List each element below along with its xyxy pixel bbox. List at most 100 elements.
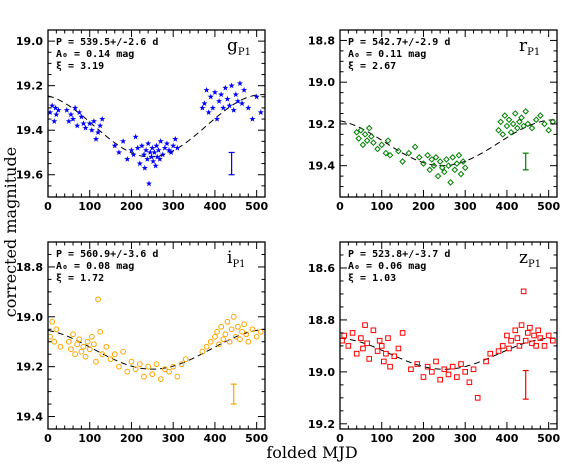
data-point — [509, 120, 517, 128]
data-point — [461, 164, 469, 172]
data-point — [228, 82, 235, 89]
data-point — [549, 118, 557, 126]
data-point — [80, 343, 87, 350]
data-point — [441, 366, 448, 373]
data-point — [78, 348, 85, 355]
x-tick-label: 400 — [495, 432, 518, 445]
data-point — [459, 158, 467, 165]
data-point — [230, 313, 237, 320]
data-point — [140, 151, 148, 158]
data-point — [152, 162, 159, 169]
band-label: rP1 — [519, 36, 540, 58]
data-point — [74, 341, 81, 348]
data-point — [116, 363, 122, 370]
data-point — [405, 149, 413, 157]
data-point — [462, 369, 468, 375]
data-point — [170, 363, 177, 370]
info-line: ξ = 1.72 — [56, 273, 104, 284]
data-point — [199, 348, 206, 355]
x-tick-label: 100 — [78, 200, 101, 213]
data-point — [528, 124, 536, 132]
data-point — [178, 361, 185, 368]
x-tick-label: 200 — [120, 432, 143, 445]
data-point — [378, 343, 385, 349]
data-point — [166, 368, 172, 375]
data-point — [161, 366, 168, 373]
data-point — [399, 158, 406, 165]
data-point — [249, 326, 256, 333]
y-tick-label: 18.8 — [308, 314, 335, 327]
data-point — [211, 89, 218, 95]
data-point — [207, 93, 214, 100]
data-point — [163, 140, 170, 147]
data-point — [507, 128, 515, 136]
data-point — [49, 318, 56, 325]
x-tick-label: 100 — [78, 432, 101, 445]
data-point — [408, 366, 414, 373]
data-point — [424, 363, 431, 370]
data-point — [153, 361, 160, 368]
data-point — [359, 141, 367, 149]
data-point — [148, 153, 155, 160]
data-layer — [340, 108, 557, 186]
data-point — [149, 371, 156, 378]
info-line: P = 523.8+/-3.7 d — [348, 249, 450, 260]
data-point — [51, 118, 58, 124]
data-point — [241, 321, 248, 328]
data-point — [201, 100, 208, 107]
info-line: P = 539.5+/-2.6 d — [56, 37, 158, 48]
data-point — [57, 343, 64, 350]
x-tick-label: 200 — [412, 432, 435, 445]
data-point — [174, 144, 181, 151]
error-bar — [228, 151, 235, 176]
data-point — [161, 144, 168, 151]
data-point — [232, 333, 239, 340]
data-point — [524, 330, 531, 336]
info-line: ξ = 1.03 — [348, 273, 396, 284]
data-point — [520, 122, 527, 130]
data-point — [115, 149, 122, 156]
data-point — [527, 324, 533, 331]
data-point — [504, 332, 510, 339]
data-point — [518, 114, 525, 121]
data-point — [386, 151, 394, 159]
data-point — [93, 358, 99, 365]
data-point — [80, 120, 87, 127]
data-point — [120, 348, 127, 355]
data-point — [82, 353, 89, 360]
y-tick-label: 18.6 — [308, 262, 335, 275]
data-point — [82, 124, 89, 131]
data-point — [228, 326, 235, 333]
data-point — [203, 343, 210, 350]
x-tick-label: 200 — [412, 200, 435, 213]
model-curve — [48, 94, 265, 158]
data-point — [453, 160, 461, 167]
data-point — [132, 366, 139, 373]
data-point — [134, 144, 141, 151]
data-point — [370, 139, 377, 147]
data-point — [550, 337, 556, 344]
info-line: P = 542.7+/-2.9 d — [348, 37, 450, 48]
data-point — [437, 376, 443, 383]
data-point — [349, 330, 356, 336]
data-point — [466, 379, 473, 386]
data-point — [132, 133, 139, 140]
x-tick-label: 400 — [203, 432, 226, 445]
data-point — [88, 333, 95, 340]
band-label-subscript: P1 — [232, 259, 245, 270]
data-point — [144, 155, 151, 162]
data-point — [124, 368, 131, 375]
x-tick-label: 100 — [370, 432, 393, 445]
data-point — [428, 156, 436, 163]
data-point — [86, 346, 93, 353]
data-point — [52, 104, 59, 111]
data-point — [360, 345, 366, 352]
data-point — [497, 118, 504, 126]
data-point — [174, 373, 181, 380]
y-tick-label: 19.0 — [308, 76, 335, 89]
data-point — [236, 80, 243, 87]
data-point — [391, 353, 398, 360]
data-point — [340, 337, 345, 344]
x-tick-label: 0 — [44, 432, 52, 445]
data-point — [111, 142, 118, 149]
